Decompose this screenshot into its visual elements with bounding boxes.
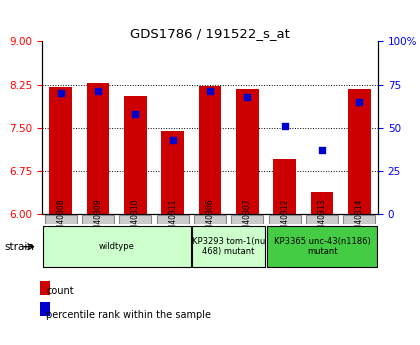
Bar xyxy=(273,159,296,214)
Text: KP3293 tom-1(nu
468) mutant: KP3293 tom-1(nu 468) mutant xyxy=(192,237,265,256)
FancyBboxPatch shape xyxy=(82,215,114,224)
Point xyxy=(319,147,326,153)
Text: GSM40311: GSM40311 xyxy=(168,199,177,240)
Text: GSM40312: GSM40312 xyxy=(280,199,289,240)
Point xyxy=(356,99,363,105)
FancyBboxPatch shape xyxy=(43,226,191,267)
Bar xyxy=(161,130,184,214)
FancyBboxPatch shape xyxy=(119,215,151,224)
FancyBboxPatch shape xyxy=(157,215,189,224)
Point xyxy=(132,111,139,117)
FancyBboxPatch shape xyxy=(194,215,226,224)
Bar xyxy=(50,87,72,214)
Point xyxy=(57,90,64,96)
FancyBboxPatch shape xyxy=(344,215,375,224)
Text: GSM40309: GSM40309 xyxy=(94,199,102,240)
Text: GSM40310: GSM40310 xyxy=(131,199,140,240)
Point xyxy=(207,89,213,94)
FancyBboxPatch shape xyxy=(267,226,377,267)
Bar xyxy=(236,89,259,214)
Point xyxy=(281,123,288,129)
Text: GSM40306: GSM40306 xyxy=(205,199,215,240)
FancyBboxPatch shape xyxy=(231,215,263,224)
FancyBboxPatch shape xyxy=(269,215,301,224)
Bar xyxy=(124,96,147,214)
Title: GDS1786 / 191522_s_at: GDS1786 / 191522_s_at xyxy=(130,27,290,40)
Text: percentile rank within the sample: percentile rank within the sample xyxy=(46,310,211,321)
Bar xyxy=(348,89,370,214)
Bar xyxy=(311,192,333,214)
Bar xyxy=(87,83,109,214)
Point xyxy=(169,137,176,142)
Text: GSM40313: GSM40313 xyxy=(318,199,326,240)
FancyBboxPatch shape xyxy=(45,215,76,224)
Text: GSM40314: GSM40314 xyxy=(355,199,364,240)
FancyBboxPatch shape xyxy=(192,226,265,267)
Text: KP3365 unc-43(n1186)
mutant: KP3365 unc-43(n1186) mutant xyxy=(273,237,370,256)
Bar xyxy=(199,86,221,214)
Bar xyxy=(40,302,50,316)
Text: GSM40308: GSM40308 xyxy=(56,199,65,240)
Bar xyxy=(40,281,50,295)
Text: GSM40307: GSM40307 xyxy=(243,199,252,240)
FancyBboxPatch shape xyxy=(306,215,338,224)
Text: strain: strain xyxy=(4,242,34,252)
Text: count: count xyxy=(46,286,74,296)
Point xyxy=(244,94,251,99)
Text: wildtype: wildtype xyxy=(99,242,134,251)
Point xyxy=(94,89,101,94)
